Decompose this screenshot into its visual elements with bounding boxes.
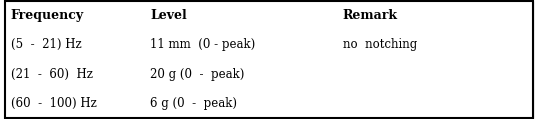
Text: no  notching: no notching bbox=[343, 38, 417, 51]
Text: Frequency: Frequency bbox=[11, 9, 84, 22]
Bar bbox=[145, 89, 337, 118]
Bar bbox=[5, 89, 145, 118]
Text: 6 g (0  -  peak): 6 g (0 - peak) bbox=[151, 97, 237, 110]
Bar bbox=[337, 60, 533, 89]
Bar bbox=[5, 60, 145, 89]
Bar bbox=[145, 30, 337, 60]
Bar bbox=[145, 60, 337, 89]
Text: Remark: Remark bbox=[343, 9, 398, 22]
Text: (60  -  100) Hz: (60 - 100) Hz bbox=[11, 97, 96, 110]
Text: 20 g (0  -  peak): 20 g (0 - peak) bbox=[151, 68, 245, 81]
Bar bbox=[337, 1, 533, 30]
Bar bbox=[337, 89, 533, 118]
Text: Level: Level bbox=[151, 9, 187, 22]
Text: (21  -  60)  Hz: (21 - 60) Hz bbox=[11, 68, 93, 81]
Text: 11 mm  (0 - peak): 11 mm (0 - peak) bbox=[151, 38, 256, 51]
Bar bbox=[337, 30, 533, 60]
Bar bbox=[5, 30, 145, 60]
Bar bbox=[145, 1, 337, 30]
Bar bbox=[5, 1, 145, 30]
Text: (5  -  21) Hz: (5 - 21) Hz bbox=[11, 38, 81, 51]
